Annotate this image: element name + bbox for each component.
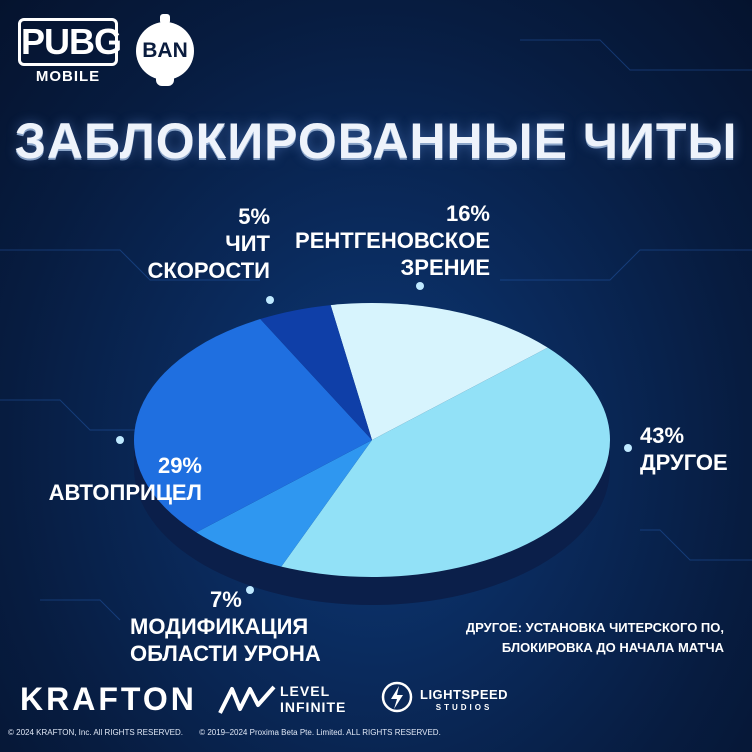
label-aimbot-line1: АВТОПРИЦЕЛ	[48, 480, 202, 505]
footnote-line1: ДРУГОЕ: УСТАНОВКА ЧИТЕРСКОГО ПО,	[465, 620, 724, 635]
label-speed-line2: СКОРОСТИ	[147, 258, 270, 283]
copyright-right: © 2019–2024 Proxima Beta Pte. Limited. A…	[199, 728, 441, 737]
label-aimbot: 29% АВТОПРИЦЕЛ	[20, 452, 202, 506]
ban-badge: BAN	[136, 14, 194, 86]
pubg-logo-word: PUBG	[18, 18, 122, 66]
pie-slice-4	[260, 305, 372, 440]
label-damage-line2: ОБЛАСТИ УРОНА	[130, 641, 321, 666]
footnote: ДРУГОЕ: УСТАНОВКА ЧИТЕРСКОГО ПО, БЛОКИРО…	[434, 618, 724, 658]
level-infinite-text: LEVEL INFINITE	[280, 683, 346, 715]
label-xray-line2: ЗРЕНИЕ	[400, 255, 490, 280]
copyright: © 2024 KRAFTON, Inc. All RIGHTS RESERVED…	[8, 728, 455, 737]
level-infinite-icon	[218, 685, 276, 714]
label-damage: 7% МОДИФИКАЦИЯ ОБЛАСТИ УРОНА	[130, 586, 360, 667]
krafton-logo: KRAFTON	[20, 681, 197, 717]
pubg-logo-sub: MOBILE	[35, 68, 101, 85]
label-dot-3	[116, 436, 124, 444]
label-dot-4	[246, 586, 254, 594]
level-infinite-line1: LEVEL	[280, 683, 331, 699]
label-dot-1	[266, 296, 274, 304]
lightspeed-line1: LIGHTSPEED	[420, 687, 509, 702]
label-damage-pct: 7%	[210, 587, 242, 612]
chart-title: ЗАБЛОКИРОВАННЫЕ ЧИТЫ	[14, 113, 738, 169]
copyright-left: © 2024 KRAFTON, Inc. All RIGHTS RESERVED…	[8, 728, 183, 737]
level-infinite-logo: LEVEL INFINITE	[218, 683, 358, 717]
pie-slice-0	[330, 303, 548, 440]
pie-slice-3	[133, 319, 372, 533]
label-damage-line1: МОДИФИКАЦИЯ	[130, 614, 309, 639]
level-infinite-line2: INFINITE	[280, 699, 347, 715]
label-speed-line1: ЧИТ	[225, 231, 270, 256]
label-xray: 16% РЕНТГЕНОВСКОЕ ЗРЕНИЕ	[290, 200, 490, 281]
footnote-line2: БЛОКИРОВКА ДО НАЧАЛА МАТЧА	[501, 640, 724, 655]
pubg-mobile-logo: PUBG MOBILE	[18, 18, 122, 90]
label-other-pct: 43%	[640, 423, 685, 448]
label-aimbot-pct: 29%	[157, 453, 202, 478]
lightspeed-icon	[381, 681, 413, 713]
label-other-line1: ДРУГОЕ	[640, 450, 728, 475]
pie-slice-2	[196, 440, 372, 567]
label-xray-pct: 16%	[445, 201, 490, 226]
label-speed-pct: 5%	[238, 204, 270, 229]
lightspeed-logo: LIGHTSPEED STUDIOS	[380, 680, 510, 716]
lightspeed-line2: STUDIOS	[435, 703, 493, 712]
label-other: 43% ДРУГОЕ	[640, 422, 740, 476]
pie-slice-1	[281, 347, 611, 577]
lightspeed-text: LIGHTSPEED STUDIOS	[420, 688, 508, 714]
label-dot-2	[624, 444, 632, 452]
label-dot-0	[416, 282, 424, 290]
label-speed: 5% ЧИТ СКОРОСТИ	[120, 203, 270, 284]
label-xray-line1: РЕНТГЕНОВСКОЕ	[295, 228, 490, 253]
